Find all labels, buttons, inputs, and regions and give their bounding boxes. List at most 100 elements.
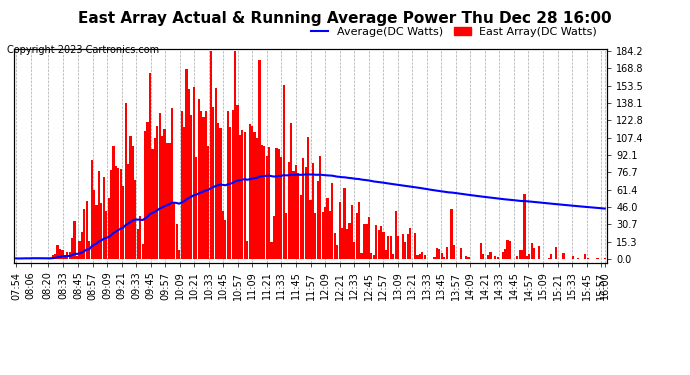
Bar — [572, 256, 574, 259]
Bar — [355, 213, 358, 259]
Bar — [217, 123, 219, 259]
Bar — [326, 198, 328, 259]
Bar — [480, 243, 482, 259]
Bar — [61, 250, 63, 259]
Bar — [219, 128, 221, 259]
Bar — [521, 250, 523, 259]
Bar — [299, 195, 302, 259]
Bar — [261, 146, 263, 259]
Bar — [93, 190, 95, 259]
Bar — [331, 183, 333, 259]
Bar — [268, 147, 270, 259]
Bar — [141, 244, 144, 259]
Bar — [288, 162, 290, 259]
Bar — [516, 256, 518, 259]
Bar — [441, 253, 443, 259]
Bar — [336, 245, 338, 259]
Bar — [550, 254, 553, 259]
Bar — [74, 221, 76, 259]
Bar — [392, 254, 394, 259]
Bar — [302, 158, 304, 259]
Bar — [164, 129, 166, 259]
Bar — [293, 171, 295, 259]
Bar — [115, 165, 117, 259]
Bar — [256, 138, 258, 259]
Bar — [232, 110, 234, 259]
Bar — [334, 233, 336, 259]
Bar — [351, 206, 353, 259]
Bar — [117, 168, 119, 259]
Bar — [20, 258, 22, 259]
Bar — [215, 88, 217, 259]
Bar — [193, 87, 195, 259]
Legend: Average(DC Watts), East Array(DC Watts): Average(DC Watts), East Array(DC Watts) — [306, 22, 602, 41]
Bar — [258, 60, 261, 259]
Bar — [32, 258, 34, 259]
Bar — [207, 146, 210, 259]
Bar — [86, 201, 88, 259]
Bar — [348, 223, 351, 259]
Bar — [30, 258, 32, 259]
Bar — [159, 113, 161, 259]
Bar — [122, 186, 124, 259]
Bar — [317, 181, 319, 259]
Bar — [433, 257, 435, 259]
Bar — [377, 230, 380, 259]
Bar — [604, 258, 606, 259]
Bar — [110, 170, 112, 259]
Bar — [139, 216, 141, 259]
Bar — [368, 217, 370, 259]
Bar — [584, 254, 586, 259]
Bar — [168, 143, 170, 259]
Bar — [190, 114, 193, 259]
Bar — [443, 257, 445, 259]
Bar — [363, 224, 365, 259]
Bar — [409, 228, 411, 259]
Bar — [227, 111, 229, 259]
Bar — [329, 210, 331, 259]
Bar — [237, 105, 239, 259]
Bar — [451, 209, 453, 259]
Bar — [596, 258, 599, 259]
Bar — [526, 256, 528, 259]
Bar — [22, 258, 25, 259]
Bar — [224, 220, 226, 259]
Bar — [181, 111, 183, 259]
Bar — [273, 216, 275, 259]
Bar — [202, 117, 204, 259]
Bar — [119, 169, 122, 259]
Bar — [76, 256, 78, 259]
Bar — [210, 51, 212, 259]
Bar — [280, 157, 282, 259]
Bar — [482, 254, 484, 259]
Bar — [424, 255, 426, 259]
Bar — [71, 238, 73, 259]
Bar — [90, 160, 92, 259]
Bar — [270, 242, 273, 259]
Bar — [419, 254, 421, 259]
Bar — [146, 122, 148, 259]
Bar — [312, 163, 314, 259]
Bar — [212, 107, 215, 259]
Bar — [125, 103, 127, 259]
Bar — [275, 148, 277, 259]
Bar — [241, 130, 244, 259]
Bar — [130, 136, 132, 259]
Bar — [132, 146, 134, 259]
Bar — [385, 251, 387, 259]
Bar — [251, 126, 253, 259]
Bar — [314, 213, 317, 259]
Bar — [83, 209, 86, 259]
Bar — [395, 211, 397, 259]
Bar — [341, 228, 343, 259]
Bar — [166, 143, 168, 259]
Bar — [127, 164, 129, 259]
Bar — [465, 256, 467, 259]
Bar — [502, 252, 504, 259]
Bar — [324, 207, 326, 259]
Bar — [176, 224, 178, 259]
Bar — [248, 124, 250, 259]
Bar — [88, 241, 90, 259]
Bar — [234, 51, 236, 259]
Bar — [309, 200, 312, 259]
